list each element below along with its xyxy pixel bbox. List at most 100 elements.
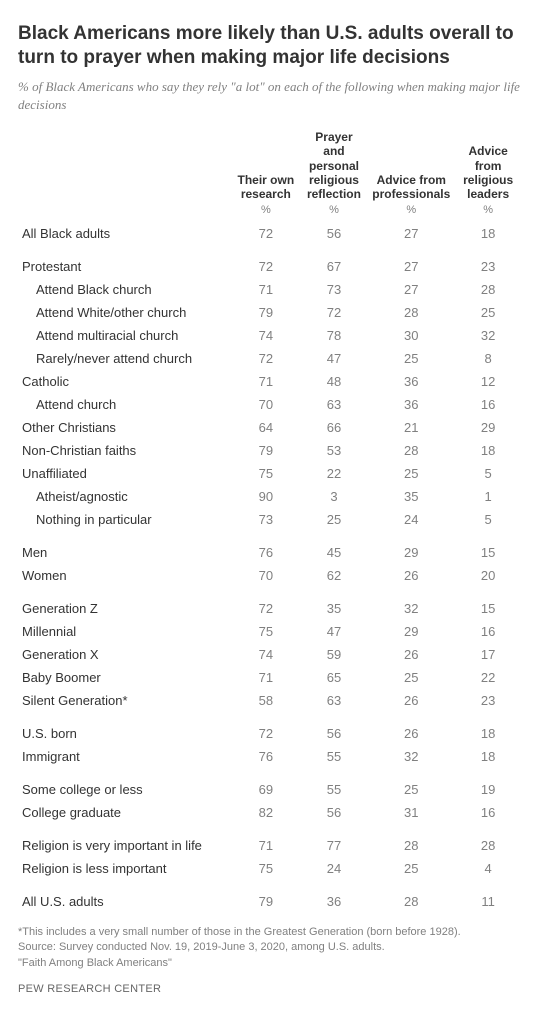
cell-value: 71 — [232, 370, 300, 393]
cell-value: 26 — [368, 643, 454, 666]
cell-value: 55 — [300, 745, 369, 768]
cell-value: 32 — [454, 324, 522, 347]
cell-value: 70 — [232, 564, 300, 587]
cell-value: 16 — [454, 393, 522, 416]
row-label: Attend church — [18, 393, 232, 416]
col-header: Prayer and personal religious reflection — [300, 128, 369, 204]
footnote: *This includes a very small number of th… — [18, 925, 522, 971]
cell-value: 75 — [232, 620, 300, 643]
cell-value: 77 — [300, 824, 369, 857]
col-header: Their own research — [232, 128, 300, 204]
table-row: Nothing in particular7325245 — [18, 508, 522, 531]
cell-value: 75 — [232, 462, 300, 485]
cell-value: 5 — [454, 508, 522, 531]
cell-value: 71 — [232, 278, 300, 301]
cell-value: 47 — [300, 620, 369, 643]
cell-value: 72 — [232, 245, 300, 278]
table-row: Religion is less important7524254 — [18, 857, 522, 880]
row-label: Generation Z — [18, 587, 232, 620]
cell-value: 23 — [454, 245, 522, 278]
cell-value: 35 — [368, 485, 454, 508]
row-label: All Black adults — [18, 222, 232, 245]
cell-value: 28 — [368, 301, 454, 324]
row-label: Millennial — [18, 620, 232, 643]
chart-subtitle: % of Black Americans who say they rely "… — [18, 78, 522, 114]
cell-value: 11 — [454, 880, 522, 913]
cell-value: 36 — [368, 370, 454, 393]
cell-value: 17 — [454, 643, 522, 666]
cell-value: 25 — [368, 462, 454, 485]
cell-value: 28 — [368, 439, 454, 462]
row-label: Silent Generation* — [18, 689, 232, 712]
cell-value: 45 — [300, 531, 369, 564]
table-row: All Black adults72562718 — [18, 222, 522, 245]
table-row: Attend Black church71732728 — [18, 278, 522, 301]
cell-value: 55 — [300, 768, 369, 801]
cell-value: 71 — [232, 824, 300, 857]
cell-value: 47 — [300, 347, 369, 370]
cell-value: 72 — [232, 587, 300, 620]
cell-value: 74 — [232, 324, 300, 347]
cell-value: 18 — [454, 439, 522, 462]
cell-value: 73 — [232, 508, 300, 531]
cell-value: 76 — [232, 745, 300, 768]
pct-label: % — [454, 204, 522, 222]
cell-value: 12 — [454, 370, 522, 393]
table-row: Baby Boomer71652522 — [18, 666, 522, 689]
cell-value: 35 — [300, 587, 369, 620]
cell-value: 53 — [300, 439, 369, 462]
header-blank — [18, 128, 232, 204]
table-row: Atheist/agnostic903351 — [18, 485, 522, 508]
table-row: Non-Christian faiths79532818 — [18, 439, 522, 462]
table-row: Immigrant76553218 — [18, 745, 522, 768]
table-row: Attend White/other church79722825 — [18, 301, 522, 324]
table-row: Generation Z72353215 — [18, 587, 522, 620]
cell-value: 59 — [300, 643, 369, 666]
cell-value: 25 — [368, 666, 454, 689]
cell-value: 28 — [454, 278, 522, 301]
row-label: Rarely/never attend church — [18, 347, 232, 370]
cell-value: 72 — [232, 712, 300, 745]
cell-value: 24 — [300, 857, 369, 880]
table-row: Rarely/never attend church7247258 — [18, 347, 522, 370]
cell-value: 72 — [300, 301, 369, 324]
row-label: College graduate — [18, 801, 232, 824]
cell-value: 36 — [368, 393, 454, 416]
cell-value: 8 — [454, 347, 522, 370]
table-row: Men76452915 — [18, 531, 522, 564]
row-label: Nothing in particular — [18, 508, 232, 531]
cell-value: 62 — [300, 564, 369, 587]
cell-value: 4 — [454, 857, 522, 880]
row-label: Religion is very important in life — [18, 824, 232, 857]
cell-value: 64 — [232, 416, 300, 439]
cell-value: 36 — [300, 880, 369, 913]
cell-value: 32 — [368, 745, 454, 768]
row-label: Atheist/agnostic — [18, 485, 232, 508]
cell-value: 69 — [232, 768, 300, 801]
row-label: Immigrant — [18, 745, 232, 768]
cell-value: 27 — [368, 278, 454, 301]
pct-label: % — [368, 204, 454, 222]
table-row: Generation X74592617 — [18, 643, 522, 666]
col-header: Advice from religious leaders — [454, 128, 522, 204]
cell-value: 25 — [368, 857, 454, 880]
cell-value: 67 — [300, 245, 369, 278]
cell-value: 48 — [300, 370, 369, 393]
row-label: U.S. born — [18, 712, 232, 745]
cell-value: 15 — [454, 531, 522, 564]
table-row: Silent Generation*58632623 — [18, 689, 522, 712]
cell-value: 26 — [368, 564, 454, 587]
cell-value: 76 — [232, 531, 300, 564]
cell-value: 78 — [300, 324, 369, 347]
table-row: Attend multiracial church74783032 — [18, 324, 522, 347]
cell-value: 1 — [454, 485, 522, 508]
cell-value: 23 — [454, 689, 522, 712]
cell-value: 18 — [454, 712, 522, 745]
cell-value: 25 — [368, 347, 454, 370]
cell-value: 25 — [454, 301, 522, 324]
pct-row: % % % % — [18, 204, 522, 222]
cell-value: 90 — [232, 485, 300, 508]
cell-value: 79 — [232, 880, 300, 913]
brand: PEW RESEARCH CENTER — [18, 983, 522, 995]
cell-value: 15 — [454, 587, 522, 620]
